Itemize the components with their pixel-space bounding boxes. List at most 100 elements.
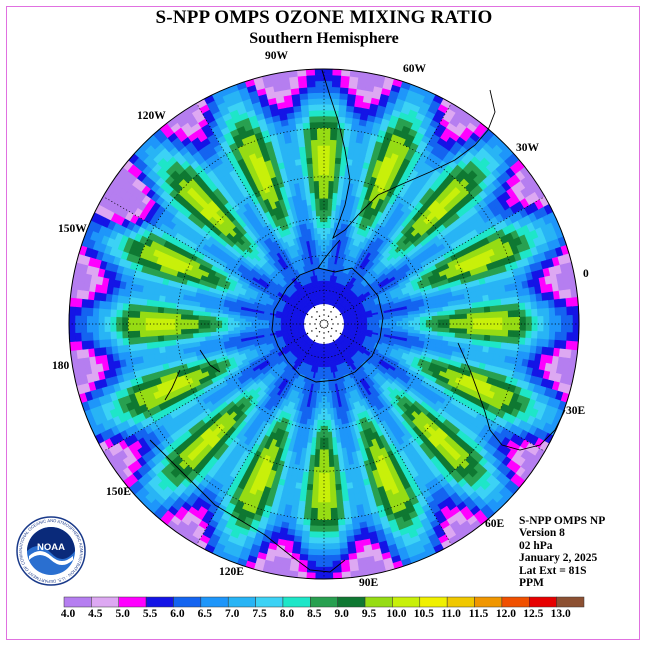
cap-dot <box>327 331 330 333</box>
cap-dot <box>326 325 329 327</box>
cap-dot <box>326 321 329 323</box>
cap-dot <box>332 323 334 325</box>
cap-dot <box>323 327 325 329</box>
cap-dot <box>318 331 321 333</box>
coastline-segment <box>457 342 566 451</box>
cap-dot <box>325 319 327 322</box>
cap-dot <box>311 330 313 332</box>
cap-dot <box>339 332 342 335</box>
cap-dot <box>323 342 325 344</box>
noaa-logo: NOAA NATIONAL OCEANIC AND ATMOSPHERIC AD… <box>16 516 86 586</box>
colorbar-swatch <box>337 596 366 608</box>
cap-dot <box>325 326 327 329</box>
colorbar-tick-label: 12.0 <box>495 608 516 620</box>
polar-cap-no-data <box>304 304 344 344</box>
cap-dot <box>316 335 318 337</box>
cap-dot <box>331 318 333 321</box>
colorbar-tick-label: 4.0 <box>60 608 76 620</box>
cap-dot <box>315 318 317 321</box>
cap-dot <box>339 313 342 316</box>
cap-dot <box>330 311 332 313</box>
map-boundary-circle <box>68 68 580 580</box>
colorbar-tick-label: 5.5 <box>142 608 158 620</box>
colorbar-tick-label: 7.5 <box>252 608 267 620</box>
colorbar-swatch <box>310 596 338 608</box>
logo-text: NOAA <box>37 542 65 553</box>
colorbar-tick-label: 12.5 <box>523 608 544 620</box>
colorbar-swatch <box>474 596 503 608</box>
info-instrument: S-NPP OMPS NP <box>519 515 606 527</box>
colorbar-tick-label: 7.0 <box>225 608 240 620</box>
colorbar-tick-label: 11.5 <box>468 608 489 620</box>
cap-dot <box>321 319 323 322</box>
info-lat-ext: Lat Ext = 81S <box>519 564 587 577</box>
colorbar-swatch <box>501 596 530 608</box>
lon-label-90w: 90W <box>265 50 288 62</box>
cap-dot <box>306 313 309 316</box>
cap-dot <box>323 337 325 339</box>
colorbar-tick-label: 5.0 <box>115 608 130 620</box>
lon-label-150w: 150W <box>58 223 87 235</box>
colorbar-tick-label: 9.0 <box>334 608 349 620</box>
colorbar-swatch <box>556 596 585 608</box>
info-panel: S-NPP OMPS NP Version 8 02 hPa January 2… <box>519 515 605 589</box>
cap-dot <box>337 323 339 325</box>
cap-dot <box>319 325 322 327</box>
colorbar-tick-label: 11.0 <box>441 608 461 620</box>
cap-dot <box>332 306 335 309</box>
ozone-field <box>68 68 580 580</box>
colorbar-swatch <box>200 596 229 608</box>
colorbar-tick-label: 9.5 <box>361 608 377 620</box>
info-units: PPM <box>519 577 544 590</box>
info-level: 02 hPa <box>519 539 553 552</box>
cap-dot <box>318 315 321 317</box>
cap-dot <box>323 304 325 306</box>
cap-dot <box>335 330 337 332</box>
cap-dot <box>323 314 325 316</box>
lon-label-120e: 120E <box>219 566 244 578</box>
cap-dot <box>330 335 332 337</box>
cap-dot <box>313 339 316 342</box>
colorbar-swatch <box>529 596 557 608</box>
cap-dot <box>342 323 344 325</box>
plot-title: S-NPP OMPS OZONE MIXING RATIO <box>155 7 493 28</box>
cap-dot <box>323 309 325 311</box>
colorbar-swatch <box>173 596 202 608</box>
cap-dot <box>316 311 318 313</box>
colorbar-swatch <box>446 596 475 608</box>
coastline-segment <box>317 239 341 269</box>
cap-dot <box>323 319 325 321</box>
colorbar-tick-label: 8.5 <box>307 608 322 620</box>
cap-dot <box>327 315 330 317</box>
plot-subtitle: Southern Hemisphere <box>249 30 399 47</box>
lon-label-90e: 90E <box>359 577 379 589</box>
colorbar-tick-label: 10.0 <box>386 608 407 620</box>
cap-dot <box>321 326 323 329</box>
colorbar-swatch <box>392 596 421 608</box>
info-date: January 2, 2025 <box>519 552 598 565</box>
lon-label-30e: 30E <box>566 405 586 417</box>
coastline-segment <box>271 267 384 383</box>
lon-label-30w: 30W <box>516 142 539 154</box>
colorbar-tick-label: 6.5 <box>197 608 213 620</box>
cap-dot <box>311 316 313 318</box>
cap-dot <box>323 332 325 334</box>
cap-dot <box>313 306 316 309</box>
colorbar-swatch <box>227 596 256 608</box>
colorbar-swatch <box>419 596 448 608</box>
coastline-segment <box>164 369 181 401</box>
colorbar-tick-label: 4.5 <box>88 608 103 620</box>
cap-dot <box>306 332 309 335</box>
plot-frame <box>6 6 640 640</box>
cap-dot <box>332 339 335 342</box>
colorbar-swatch <box>118 596 147 608</box>
colorbar-swatch <box>255 596 284 608</box>
colorbar-swatch <box>145 596 174 608</box>
coastlines <box>149 69 566 573</box>
graticule <box>69 69 579 579</box>
colorbar-swatch <box>63 596 92 608</box>
coastline-segment <box>199 349 221 373</box>
lon-label-60e: 60E <box>485 518 505 530</box>
